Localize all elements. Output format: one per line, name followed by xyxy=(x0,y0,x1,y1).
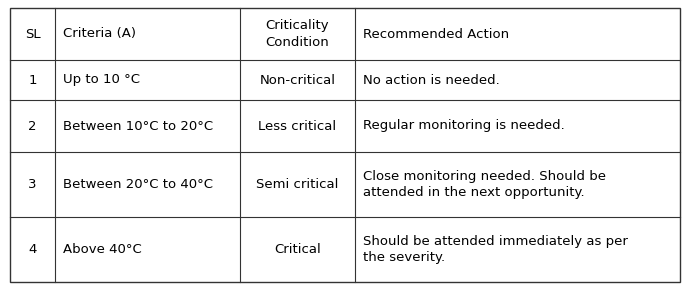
Text: 3: 3 xyxy=(28,178,37,191)
Text: SL: SL xyxy=(25,28,40,41)
Text: Up to 10 °C: Up to 10 °C xyxy=(63,73,140,86)
Text: Above 40°C: Above 40°C xyxy=(63,243,141,256)
Text: Criteria (A): Criteria (A) xyxy=(63,28,136,41)
Text: Semi critical: Semi critical xyxy=(256,178,339,191)
Text: Criticality
Condition: Criticality Condition xyxy=(266,19,329,49)
Text: Non-critical: Non-critical xyxy=(259,73,335,86)
Text: Less critical: Less critical xyxy=(259,119,337,133)
Text: 1: 1 xyxy=(28,73,37,86)
Text: Critical: Critical xyxy=(274,243,321,256)
Text: 4: 4 xyxy=(28,243,37,256)
Text: Regular monitoring is needed.: Regular monitoring is needed. xyxy=(363,119,564,133)
Text: No action is needed.: No action is needed. xyxy=(363,73,500,86)
Text: Recommended Action: Recommended Action xyxy=(363,28,509,41)
Text: 2: 2 xyxy=(28,119,37,133)
Text: Should be attended immediately as per
the severity.: Should be attended immediately as per th… xyxy=(363,235,628,264)
Text: Between 20°C to 40°C: Between 20°C to 40°C xyxy=(63,178,213,191)
Text: Between 10°C to 20°C: Between 10°C to 20°C xyxy=(63,119,213,133)
Text: Close monitoring needed. Should be
attended in the next opportunity.: Close monitoring needed. Should be atten… xyxy=(363,170,606,199)
